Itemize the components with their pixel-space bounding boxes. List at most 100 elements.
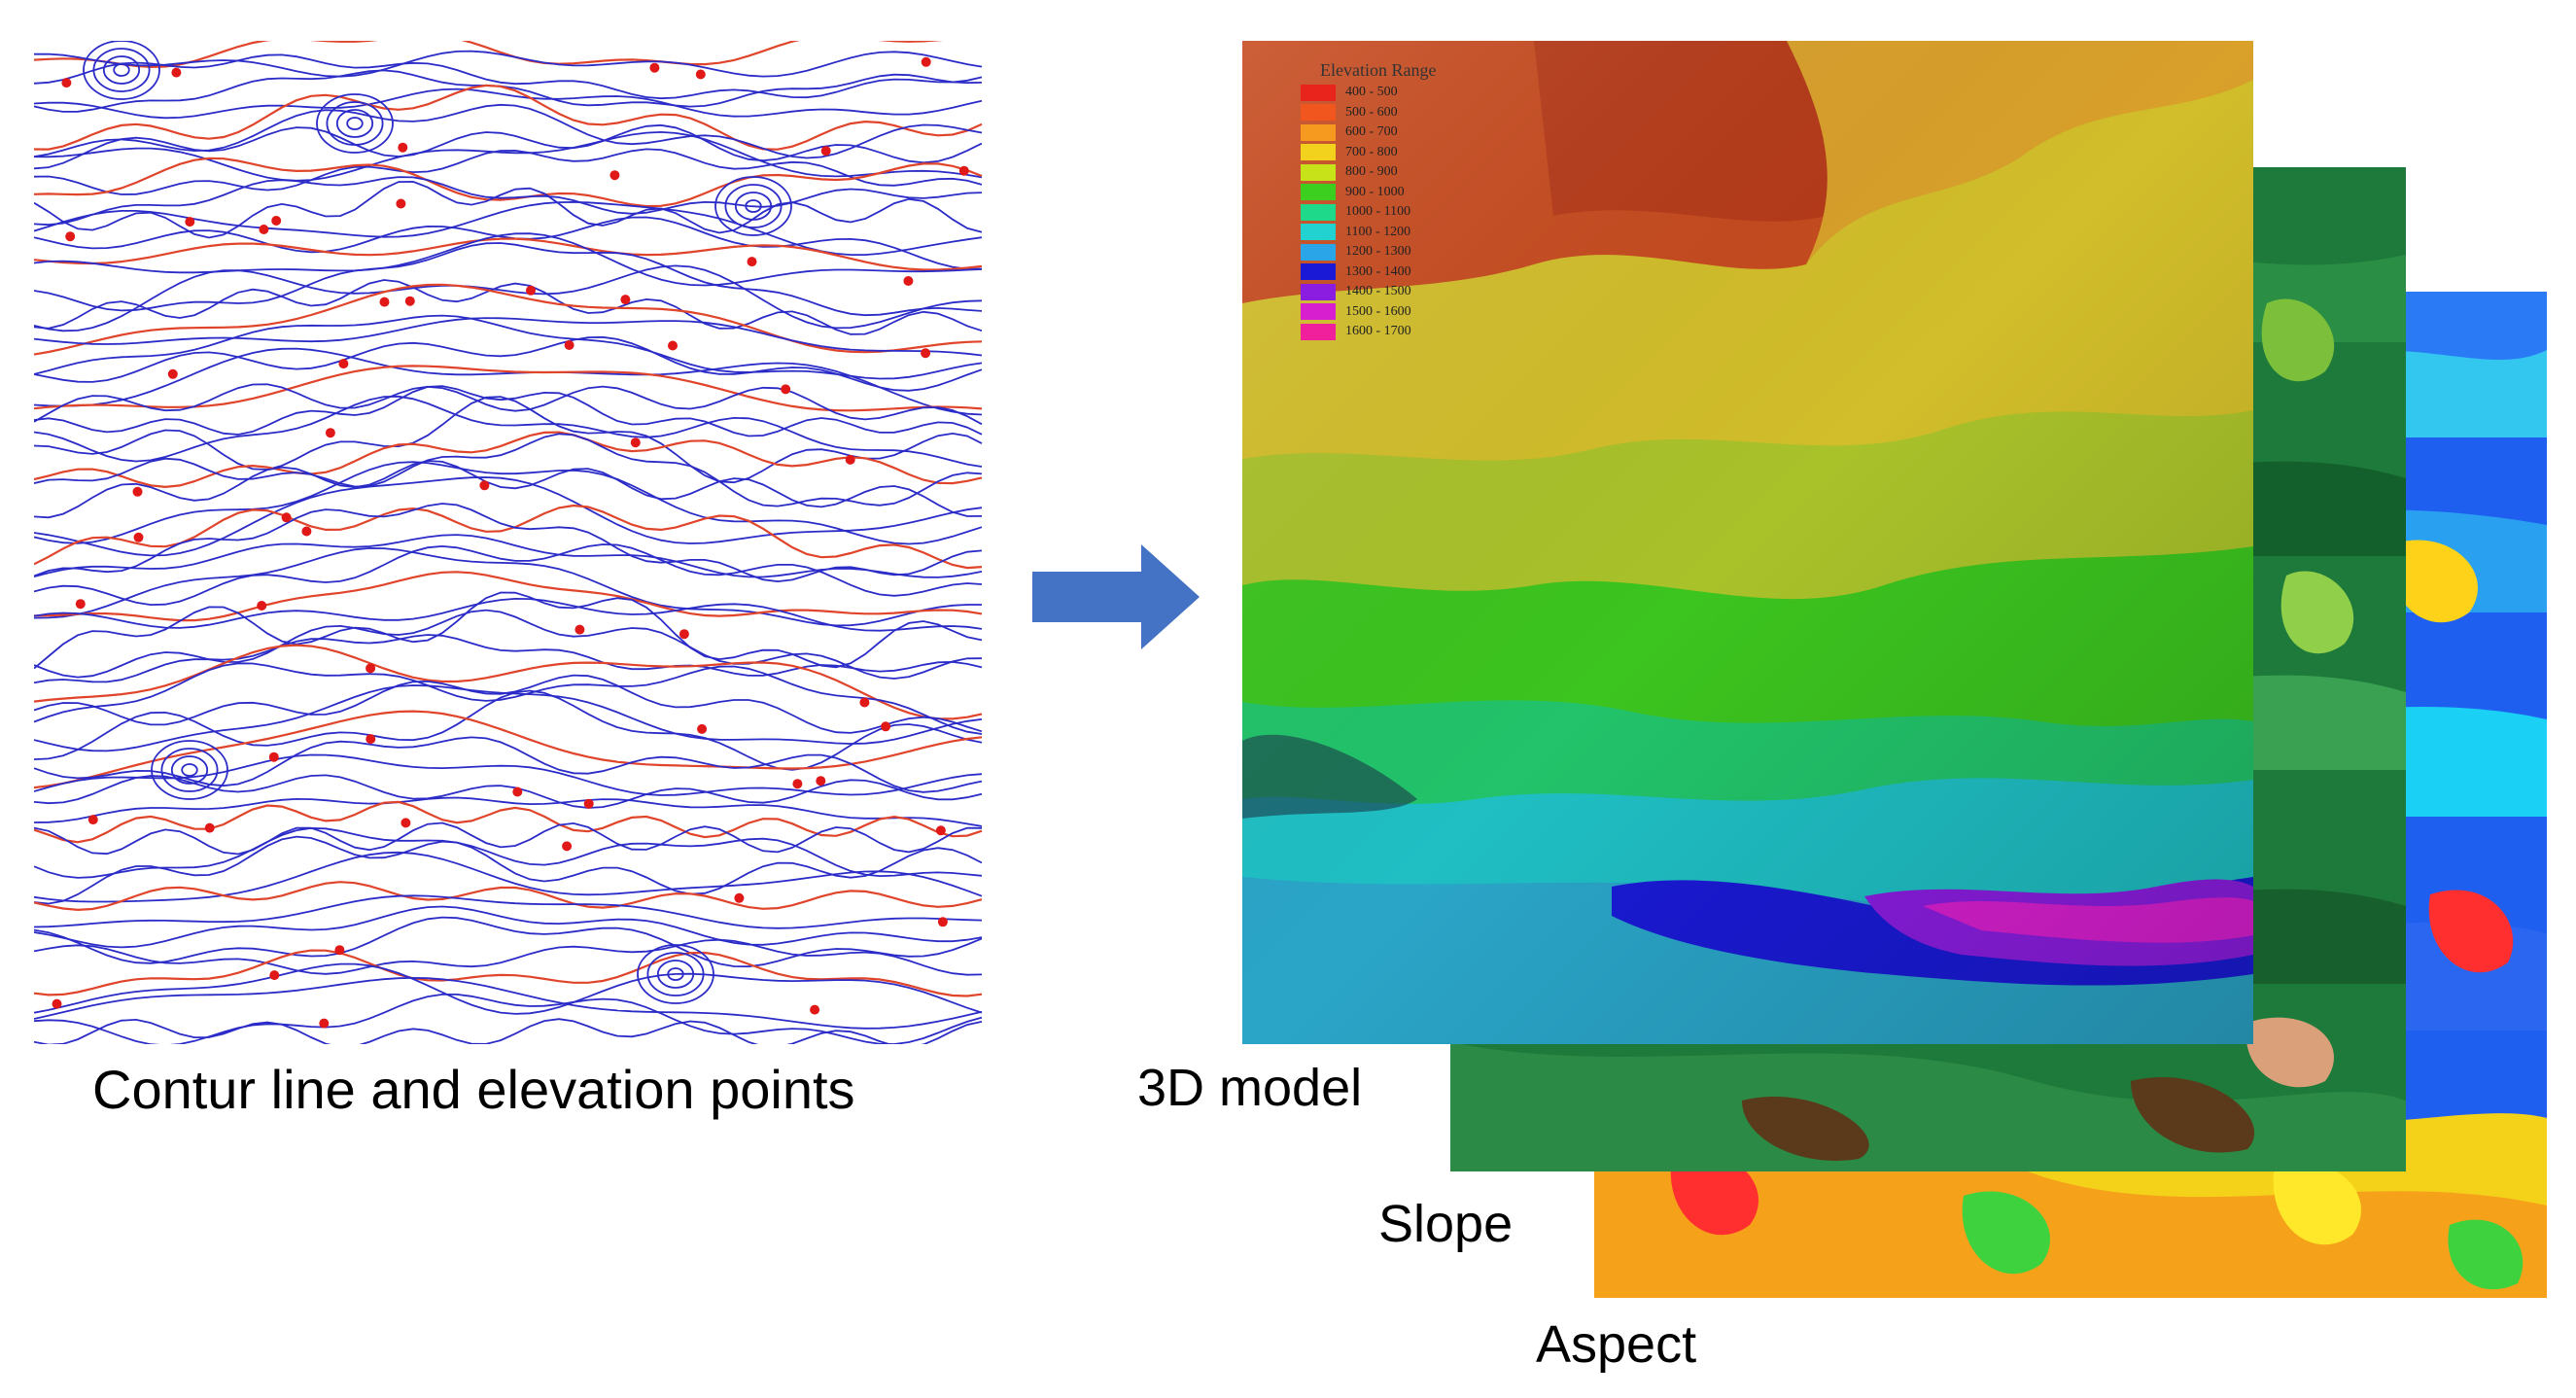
index-contour-line <box>34 431 983 489</box>
elevation-point <box>792 779 803 789</box>
contour-ring <box>724 184 783 228</box>
contour-line <box>34 894 983 929</box>
legend-label: 400 - 500 <box>1345 85 1398 100</box>
contour-line <box>34 461 983 545</box>
legend-swatch <box>1301 163 1336 181</box>
legend-item: 600 - 700 <box>1301 122 1553 143</box>
legend-item: 700 - 800 <box>1301 143 1553 163</box>
elevation-point <box>132 486 143 497</box>
contour-line <box>34 938 983 976</box>
contour-line <box>34 103 983 159</box>
contour-line <box>34 87 983 120</box>
elevation-point <box>185 217 195 227</box>
legend-title: Elevation Range <box>1320 60 1437 80</box>
contour-ring <box>113 63 130 77</box>
contour-line <box>34 335 983 392</box>
contour-line <box>34 460 983 519</box>
elevation-point <box>810 1004 820 1015</box>
elevation-point <box>679 629 689 640</box>
contour-line <box>34 347 983 416</box>
legend-swatch <box>1301 104 1336 122</box>
contour-line <box>34 821 983 856</box>
elevation-point <box>881 721 891 732</box>
elevation-point <box>334 945 345 956</box>
contour-line <box>34 826 983 879</box>
elevation-point <box>366 663 376 674</box>
elevation-point <box>574 624 585 635</box>
contour-map-panel <box>34 41 992 1044</box>
elevation-point <box>319 1018 330 1029</box>
legend-item: 1000 - 1100 <box>1301 202 1553 223</box>
elevation-point <box>859 697 870 708</box>
legend-item: 500 - 600 <box>1301 103 1553 123</box>
legend-swatch <box>1301 323 1336 340</box>
elevation-point <box>845 454 855 465</box>
contour-ring <box>346 117 364 130</box>
contour-line <box>34 753 983 796</box>
index-contour-line <box>34 157 983 208</box>
contour-line <box>34 433 983 507</box>
contour-ring <box>335 109 374 138</box>
contour-line <box>34 216 983 270</box>
elevation-point <box>921 348 931 359</box>
contour-line <box>34 609 983 680</box>
elevation-point <box>259 225 269 234</box>
slope-caption: Slope <box>1378 1195 1514 1253</box>
contour-line <box>34 264 983 332</box>
legend-label: 1400 - 1500 <box>1345 284 1411 299</box>
elevation-point <box>697 723 708 734</box>
contour-line <box>34 279 983 335</box>
elevation-point <box>564 340 574 350</box>
legend-swatch <box>1301 203 1336 221</box>
dem-3d-model-panel: Elevation Range 400 - 500 500 - 600 600 … <box>1242 41 2253 1044</box>
contour-line <box>34 796 983 827</box>
legend-swatch <box>1301 224 1336 241</box>
elevation-point <box>649 62 660 73</box>
elevation-point <box>167 368 178 379</box>
contour-ring <box>151 740 228 800</box>
elevation-point <box>935 825 946 836</box>
elevation-point <box>921 56 931 67</box>
index-contour-line <box>34 881 983 912</box>
contour-line <box>34 176 983 227</box>
contour-line <box>34 317 983 357</box>
legend-swatch <box>1301 283 1336 300</box>
index-contour-line <box>34 644 983 720</box>
contour-line <box>34 674 983 734</box>
legend-label: 1600 - 1700 <box>1345 324 1411 339</box>
elevation-point <box>583 798 594 809</box>
contour-ring <box>745 199 762 213</box>
elevation-point <box>630 437 641 448</box>
elevation-point <box>937 917 948 927</box>
elevation-point <box>781 384 791 395</box>
contour-line <box>34 534 983 578</box>
elevation-point <box>257 601 267 611</box>
contour-ring <box>181 763 198 777</box>
elevation-point <box>325 428 335 438</box>
elevation-point <box>734 892 745 903</box>
legend-label: 1500 - 1600 <box>1345 303 1411 319</box>
contour-line <box>34 736 983 793</box>
contour-ring <box>316 93 394 154</box>
aspect-caption: Aspect <box>1536 1315 1697 1374</box>
elevation-point <box>61 78 72 88</box>
contour-line <box>34 546 982 627</box>
elevation-point <box>404 296 415 306</box>
legend-swatch <box>1301 243 1336 261</box>
contour-line <box>34 180 983 239</box>
legend-item: 1100 - 1200 <box>1301 223 1553 243</box>
legend-item: 1600 - 1700 <box>1301 322 1553 342</box>
legend-item: 1500 - 1600 <box>1301 302 1553 323</box>
elevation-point <box>398 142 408 153</box>
legend-label: 1200 - 1300 <box>1345 244 1411 260</box>
dem-3d-model <box>1242 41 2253 1044</box>
contour-line <box>34 476 983 557</box>
contour-line <box>34 543 983 607</box>
contour-line <box>34 597 983 632</box>
elevation-point <box>609 170 620 181</box>
contour-line <box>34 53 983 100</box>
legend-label: 1300 - 1400 <box>1345 263 1411 279</box>
legend-label: 1100 - 1200 <box>1345 224 1411 239</box>
legend-swatch <box>1301 184 1336 201</box>
legend-label: 800 - 900 <box>1345 164 1398 180</box>
